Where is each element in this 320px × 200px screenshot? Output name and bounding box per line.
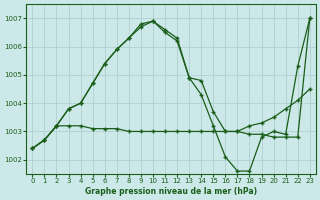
- X-axis label: Graphe pression niveau de la mer (hPa): Graphe pression niveau de la mer (hPa): [85, 187, 257, 196]
